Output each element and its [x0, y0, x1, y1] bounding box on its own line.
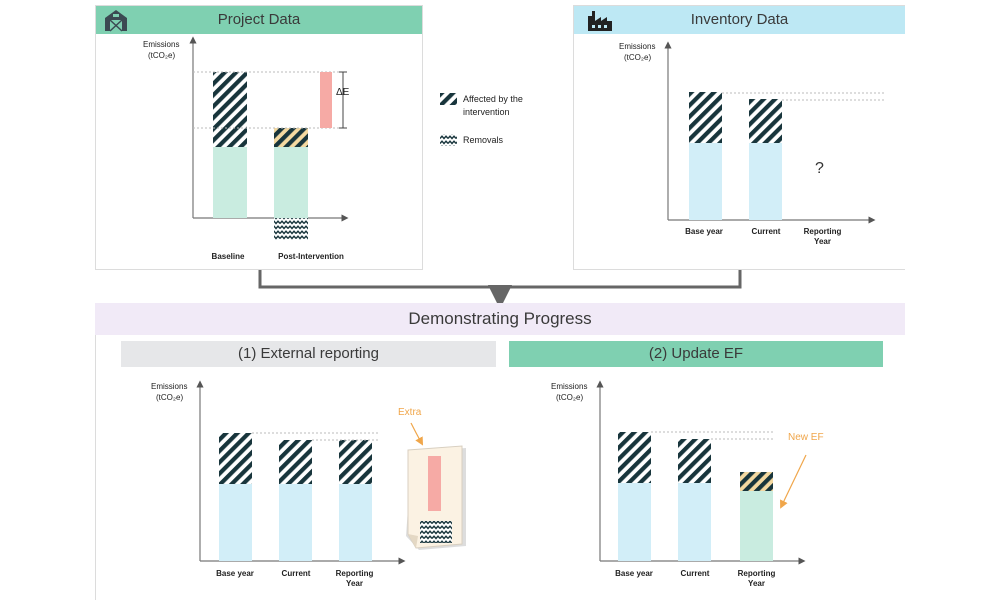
inv-current-affected [749, 99, 782, 143]
legend-removals-swatch [440, 134, 457, 146]
upd-reporting-affected [740, 472, 773, 491]
unknown-marker: ? [815, 160, 824, 177]
upd-current-affected [678, 439, 711, 483]
progress-band: Demonstrating Progress [95, 303, 905, 335]
extra-arrow [410, 422, 424, 446]
ext-reporting-base [339, 484, 372, 561]
inv-base-year-affected [689, 92, 722, 143]
factory-icon [588, 11, 612, 31]
ext-base-year-base [219, 484, 252, 561]
extra-annotation: Extra [398, 407, 422, 418]
ext-x-label-base: Base year [216, 569, 254, 578]
delta-e-bar [320, 72, 332, 128]
connector-arrow [258, 270, 742, 297]
post-bar-affected [274, 128, 308, 147]
upd-x-label-base: Base year [615, 569, 653, 578]
inventory-data-header: Inventory Data [574, 6, 905, 34]
extra-pink-bar [428, 456, 441, 511]
legend-affected-label: Affected by the intervention [463, 94, 523, 117]
inv-current-base [749, 143, 782, 220]
external-reporting-title: (1) External reporting [238, 345, 379, 362]
progress-title: Demonstrating Progress [408, 309, 592, 328]
project-data-header: Project Data [96, 6, 422, 34]
ext-current-base [279, 484, 312, 561]
new-ef-annotation: New EF [788, 432, 824, 443]
project-data-title: Project Data [217, 11, 301, 28]
ext-current-affected [279, 440, 312, 484]
inventory-data-panel: Inventory Data [573, 5, 905, 270]
ext-base-year-affected [219, 433, 252, 484]
legend-removals-label: Removals [463, 135, 504, 145]
external-chart [196, 380, 466, 565]
update-ef-header: (2) Update EF [509, 341, 883, 367]
lower-left-border [95, 335, 96, 600]
inventory-y-axis-label: Emissions (tCO₂e) [619, 42, 656, 62]
baseline-bar-base [213, 147, 247, 218]
new-ef-arrow [780, 454, 807, 509]
update-ef-chart [596, 380, 807, 565]
post-bar-removals [274, 218, 308, 240]
upd-base-year-base [618, 483, 651, 561]
project-x-label-baseline: Baseline [211, 252, 245, 261]
project-y-axis-label: Emissions (tCO₂e) [143, 40, 180, 60]
project-x-label-post: Post-Intervention [278, 252, 344, 261]
inv-x-label-reporting: Reporting Year [803, 227, 842, 246]
inventory-data-title: Inventory Data [690, 11, 789, 28]
upd-current-base [678, 483, 711, 561]
inv-x-label-current: Current [751, 227, 781, 236]
update-y-axis-label: Emissions (tCO₂e) [551, 382, 588, 402]
external-reporting-header: (1) External reporting [121, 341, 496, 367]
ext-x-label-current: Current [281, 569, 311, 578]
extra-removals [420, 521, 452, 543]
inv-base-year-base [689, 143, 722, 220]
upd-x-label-reporting: Reporting Year [737, 569, 776, 588]
inv-x-label-base: Base year [685, 227, 723, 236]
baseline-bar-affected [213, 72, 247, 147]
update-ef-title: (2) Update EF [648, 345, 744, 362]
external-y-axis-label: Emissions (tCO₂e) [151, 382, 188, 402]
delta-e-label: ΔE [336, 87, 350, 98]
project-chart [189, 36, 349, 240]
upd-x-label-current: Current [680, 569, 710, 578]
legend-affected-swatch [440, 93, 457, 105]
inventory-chart [664, 41, 885, 224]
barn-icon [105, 10, 127, 32]
ext-reporting-affected [339, 440, 372, 484]
ext-x-label-reporting: Reporting Year [335, 569, 374, 588]
upd-base-year-affected [618, 432, 651, 483]
upd-reporting-base [740, 491, 773, 561]
extra-document [406, 445, 466, 550]
project-data-panel: Project Data [95, 5, 423, 270]
post-bar-base [274, 147, 308, 218]
